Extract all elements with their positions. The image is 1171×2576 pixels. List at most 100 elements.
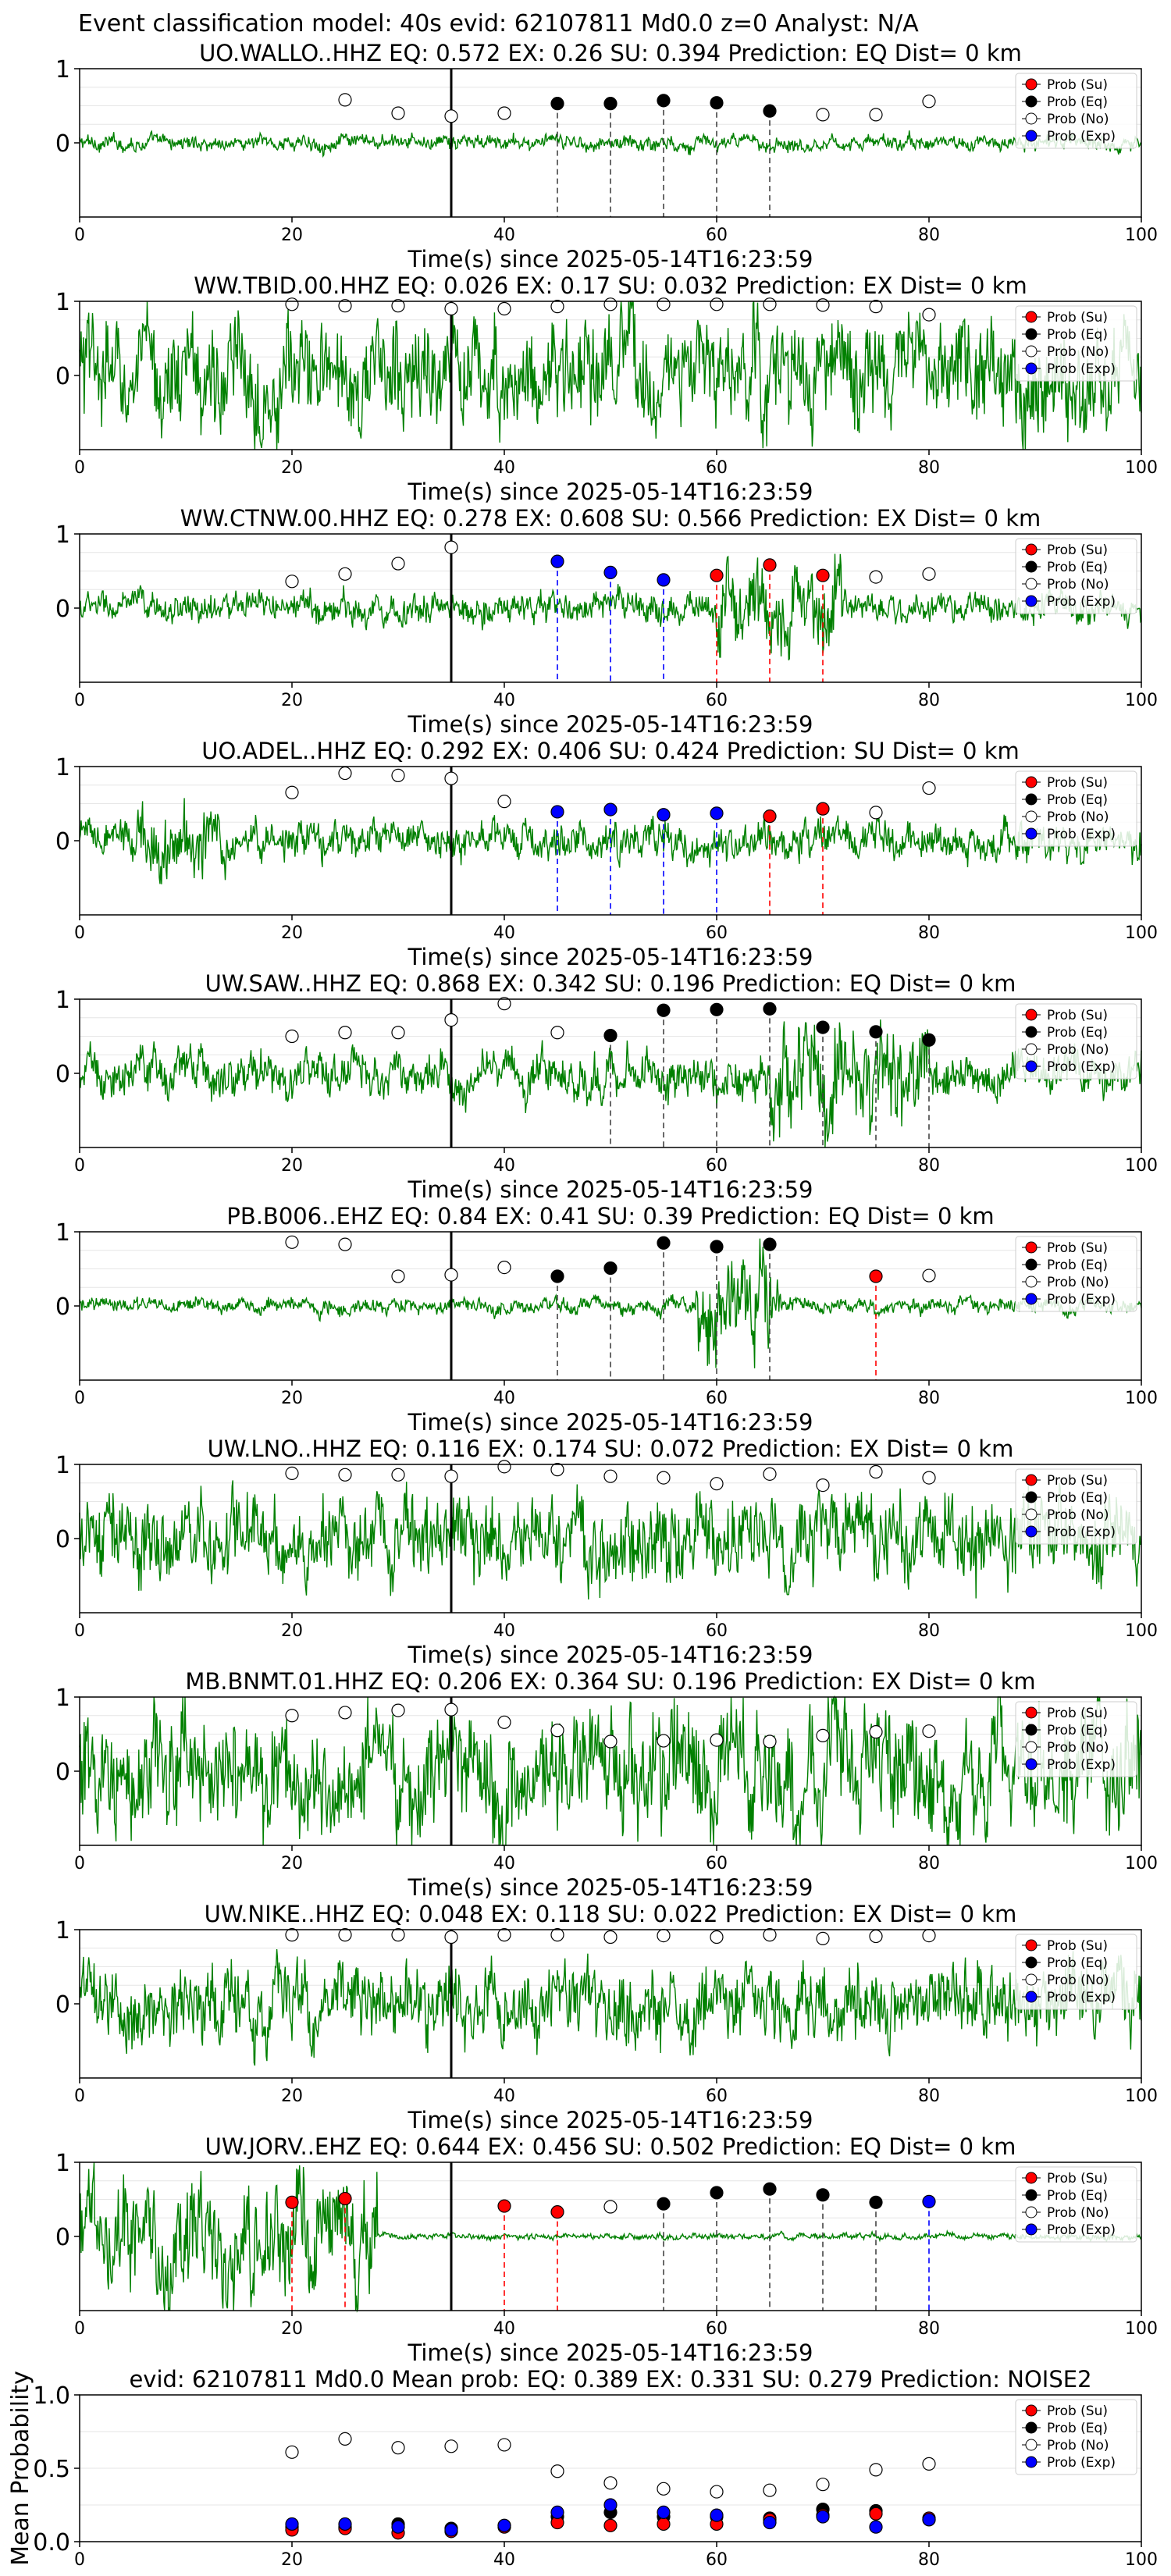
x-tick-label: 100 [1125,1854,1158,1873]
legend-label: Prob (Su) [1047,543,1108,558]
probability-point [922,1268,936,1283]
x-tick-label: 0 [74,923,85,943]
legend-box [1015,1934,1137,2010]
probability-point [603,1261,618,1276]
waveform-trace [79,798,1142,884]
probability-point [285,1466,299,1481]
y-tick-label: 1 [55,2150,70,2177]
plot-frame [79,2394,1142,2542]
legend-box [1015,538,1137,614]
panel-title: PB.B006..EHZ EQ: 0.84 EX: 0.41 SU: 0.39 … [226,1203,994,1229]
probability-point [657,1003,671,1017]
legend-marker [1025,1241,1038,1254]
probability-point [338,1928,352,1942]
probability-point [869,806,883,820]
legend-label: Prob (Eq) [1047,2421,1108,2436]
legend-marker [1025,311,1038,323]
probability-point [816,1728,830,1742]
probability-point [285,1235,299,1249]
legend-marker [1025,1724,1038,1736]
x-tick-label: 100 [1125,2319,1158,2339]
mean-probability-point [603,2518,618,2532]
x-tick-label: 40 [493,1389,515,1408]
probability-point [657,1471,671,1485]
x-tick-label: 20 [281,923,303,943]
plot-frame [79,68,1142,218]
probability-point [285,2195,299,2209]
probability-point [763,809,777,824]
probability-point [869,108,883,122]
legend-label: Prob (Su) [1047,1706,1108,1721]
x-tick-label: 80 [918,2087,940,2106]
y-tick-label: 1 [55,754,70,781]
plot-frame [79,301,1142,450]
legend-label: Prob (No) [1047,2205,1109,2221]
probability-point [285,785,299,799]
mean-probability-point [869,2520,883,2534]
x-tick-label: 100 [1125,226,1158,245]
probability-point [603,1930,618,1944]
panel-title: UW.SAW..HHZ EQ: 0.868 EX: 0.342 SU: 0.19… [205,970,1016,997]
legend-box [1015,1003,1137,1080]
legend-marker [1025,2439,1038,2451]
probability-point [816,1020,830,1034]
probability-point [657,808,671,822]
probability-point [444,109,458,123]
legend-marker [1025,345,1038,358]
y-tick-label: 1 [55,521,70,549]
probability-point [444,540,458,554]
mean-probability-point [285,2517,299,2532]
legend-marker [1025,543,1038,556]
x-tick-label: 20 [281,1389,303,1408]
legend-box [1015,1236,1137,1312]
waveform-trace [79,1480,1141,1600]
probability-point [550,805,564,819]
legend-label: Prob (No) [1047,344,1109,360]
probability-point [710,1930,724,1944]
legend-label: Prob (Eq) [1047,792,1108,808]
probability-point [657,1929,671,1943]
waveform-trace [79,300,1142,450]
x-tick-label: 60 [706,1389,728,1408]
probability-point [657,1236,671,1250]
y-tick-label: 0 [55,1293,70,1321]
x-tick-label: 60 [706,2319,728,2339]
x-axis-label: Time(s) since 2025-05-14T16:23:59 [408,479,813,505]
probability-point [444,301,458,316]
panel-title: evid: 62107811 Md0.0 Mean prob: EQ: 0.38… [129,2366,1091,2393]
legend-label: Prob (Eq) [1047,94,1108,110]
probability-point [710,1002,724,1016]
legend-label: Prob (Eq) [1047,2188,1108,2204]
probability-point [391,1269,405,1283]
probability-point [869,2195,883,2209]
legend-label: Prob (No) [1047,577,1109,592]
station-panel: UO.ADEL..HHZ EQ: 0.292 EX: 0.406 SU: 0.4… [55,738,1158,970]
x-tick-label: 0 [74,1854,85,1873]
probability-point [816,802,830,816]
probability-point [922,308,936,322]
probability-point [710,96,724,110]
probability-point [657,297,671,311]
legend-label: Prob (No) [1047,1507,1109,1523]
x-tick-label: 40 [493,923,515,943]
mean-probability-point [657,2505,671,2519]
mean-probability-point [497,2518,511,2532]
probability-point [816,1478,830,1493]
x-tick-label: 40 [493,691,515,710]
panel-title: UW.NIKE..HHZ EQ: 0.048 EX: 0.118 SU: 0.0… [205,1901,1017,1927]
y-tick-label: 0 [55,2224,70,2251]
mean-probability-panel: evid: 62107811 Md0.0 Mean prob: EQ: 0.38… [7,2366,1158,2570]
y-tick-label: 0 [55,828,70,856]
legend-label: Prob (Su) [1047,310,1108,326]
legend-marker [1025,1043,1038,1055]
x-tick-label: 80 [918,2550,940,2570]
x-tick-label: 0 [74,2550,85,2570]
y-axis-label: Mean Probability [7,2371,34,2566]
legend: Prob (Su)Prob (Eq)Prob (No)Prob (Exp) [1015,1468,1137,1545]
station-panel: UW.LNO..HHZ EQ: 0.116 EX: 0.174 SU: 0.07… [55,1436,1158,1668]
probability-point [710,1477,724,1491]
legend: Prob (Su)Prob (Eq)Prob (No)Prob (Exp) [1015,305,1137,382]
legend: Prob (Su)Prob (Eq)Prob (No)Prob (Exp) [1015,1236,1137,1312]
x-tick-label: 60 [706,2087,728,2106]
